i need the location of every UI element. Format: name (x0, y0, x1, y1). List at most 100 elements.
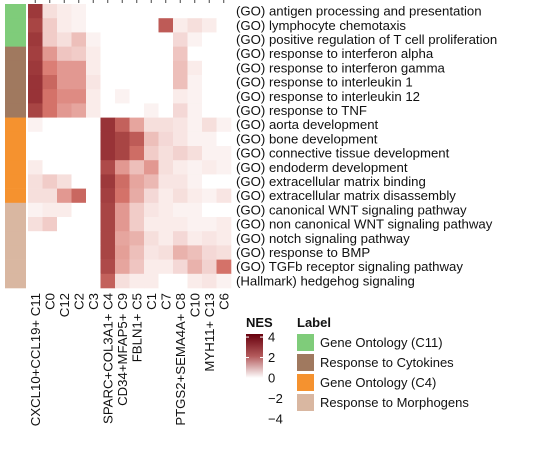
heatmap-cell (42, 188, 58, 204)
heatmap-cell (158, 18, 174, 33)
heatmap-cell (216, 146, 232, 161)
heatmap-cell (100, 18, 116, 33)
heatmap-cell (173, 46, 188, 62)
heatmap-cell (158, 202, 174, 218)
row-group-swatch (5, 174, 26, 189)
heatmap-cell (158, 75, 174, 90)
heatmap-cell (71, 4, 87, 19)
heatmap-cell (86, 46, 101, 62)
heatmap-cell (100, 273, 116, 289)
heatmap-cells (28, 4, 232, 289)
heatmap-cell (115, 103, 130, 118)
heatmap-cell (28, 231, 43, 246)
heatmap-cell (173, 146, 188, 161)
heatmap-cell (216, 89, 232, 104)
heatmap-cell (100, 160, 116, 175)
heatmap-cell (173, 89, 188, 104)
heatmap-cell (71, 60, 87, 76)
heatmap-cell (158, 46, 174, 62)
heatmap-cell (216, 160, 232, 175)
heatmap-cell (42, 259, 58, 275)
heatmap-cell (173, 32, 188, 47)
heatmap-cell (42, 231, 58, 246)
heatmap-cell (42, 131, 58, 147)
column-label: C3 (86, 293, 101, 310)
heatmap-cell (187, 131, 203, 147)
heatmap-cell (100, 32, 116, 47)
heatmap-cell (28, 117, 43, 133)
heatmap-cell (100, 46, 116, 62)
row-group-swatch (5, 46, 26, 62)
heatmap-cell (216, 117, 232, 133)
heatmap-cell (216, 32, 232, 47)
heatmap-cell (28, 75, 43, 90)
heatmap-cell (57, 202, 72, 218)
heatmap-cell (115, 160, 130, 175)
row-group-swatch (5, 188, 26, 204)
heatmap-cell (28, 188, 43, 204)
heatmap-cell (28, 174, 43, 189)
heatmap-cell (202, 188, 217, 204)
heatmap-cell (158, 89, 174, 104)
row-group-swatch (5, 231, 26, 246)
row-group-swatch (5, 131, 26, 147)
heatmap-cell (57, 103, 72, 118)
heatmap-cell (173, 174, 188, 189)
row-label: (Hallmark) hedgehog signaling (236, 273, 415, 288)
heatmap-cell (144, 217, 159, 232)
group-legend-swatch (297, 374, 314, 391)
group-legend-swatch (297, 394, 314, 411)
heatmap-cell (115, 18, 130, 33)
nes-legend-break-label: 0 (268, 371, 275, 386)
heatmap-cell (202, 245, 217, 260)
heatmap-cell (129, 89, 145, 104)
heatmap-cell (42, 60, 58, 76)
heatmap-cell (100, 146, 116, 161)
heatmap-cell (173, 60, 188, 76)
heatmap-cell (216, 4, 232, 19)
column-label: C2 (71, 293, 86, 310)
heatmap-cell (100, 217, 116, 232)
row-label-annotation-strip (5, 4, 26, 289)
heatmap-cell (86, 32, 101, 47)
heatmap-cell (86, 259, 101, 275)
row-label: (GO) connective tissue development (236, 146, 450, 161)
heatmap-cell (42, 117, 58, 133)
group-legend-label: Response to Morphogens (320, 395, 469, 410)
heatmap-cell (187, 46, 203, 62)
heatmap-cell (187, 146, 203, 161)
heatmap-cell (144, 103, 159, 118)
heatmap-cell (144, 60, 159, 76)
row-label: (GO) TGFb receptor signaling pathway (236, 259, 463, 274)
heatmap-cell (158, 4, 174, 19)
heatmap-cell (129, 245, 145, 260)
heatmap-cell (115, 75, 130, 90)
heatmap-cell (115, 46, 130, 62)
heatmap-cell (129, 146, 145, 161)
heatmap-cell (71, 89, 87, 104)
heatmap-cell (187, 32, 203, 47)
column-label: C0 (42, 293, 57, 310)
heatmap-cell (100, 188, 116, 204)
group-legend-swatch (297, 334, 314, 351)
heatmap-cell (158, 231, 174, 246)
heatmap-cell (28, 273, 43, 289)
heatmap-cell (86, 103, 101, 118)
heatmap-cell (42, 217, 58, 232)
heatmap-cell (129, 174, 145, 189)
heatmap-cell (173, 75, 188, 90)
column-label: C10 (187, 293, 202, 317)
heatmap-cell (42, 4, 58, 19)
heatmap-cell (202, 75, 217, 90)
heatmap-cell (158, 60, 174, 76)
heatmap-cell (144, 188, 159, 204)
heatmap-cell (173, 117, 188, 133)
heatmap-cell (216, 231, 232, 246)
heatmap-cell (57, 217, 72, 232)
heatmap-cell (158, 217, 174, 232)
heatmap-cell (100, 103, 116, 118)
heatmap-cell (86, 146, 101, 161)
heatmap-cell (42, 245, 58, 260)
heatmap-cell (202, 103, 217, 118)
heatmap-cell (129, 75, 145, 90)
